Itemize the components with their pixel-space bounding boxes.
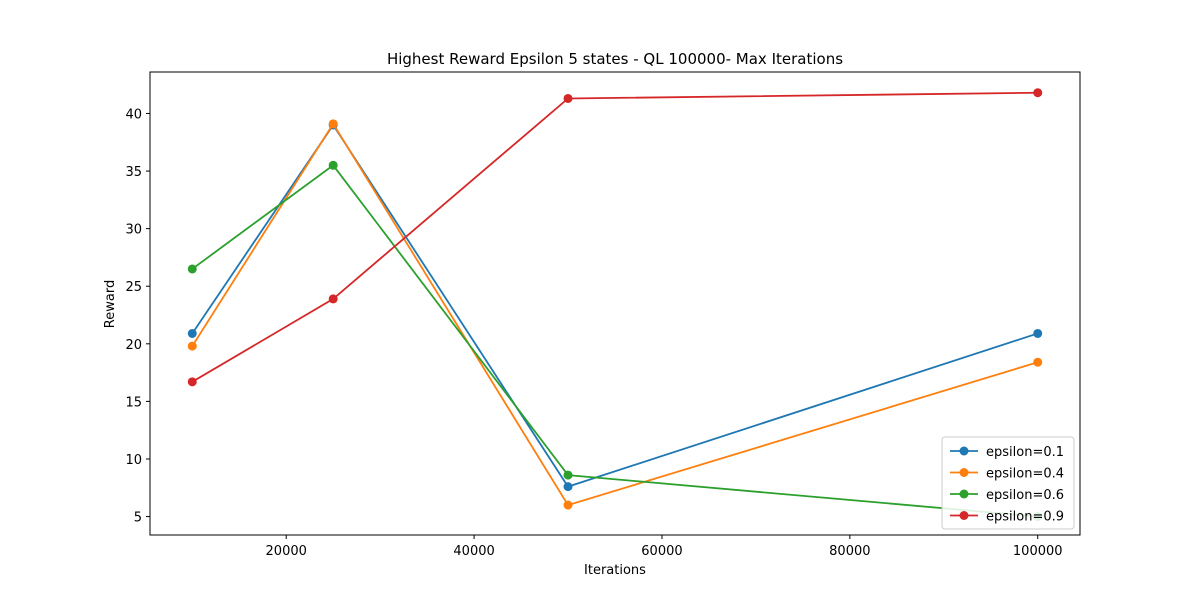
legend-marker	[959, 489, 969, 499]
x-tick-label: 100000	[1013, 544, 1063, 559]
y-tick-label: 25	[125, 280, 142, 295]
legend-marker	[959, 468, 969, 477]
y-tick-label: 40	[125, 107, 142, 122]
data-point	[187, 341, 197, 351]
x-axis-label: Iterations	[584, 563, 646, 578]
x-tick-label: 60000	[641, 544, 682, 559]
series-line	[191, 122, 1038, 507]
data-point	[563, 470, 573, 480]
plot-area	[187, 88, 1043, 522]
x-tick-label: 80000	[829, 544, 870, 559]
y-axis: 5 10 15 20 25 30 35 40	[125, 107, 150, 526]
y-tick-label: 15	[125, 395, 142, 410]
legend-marker	[959, 446, 969, 456]
data-point	[563, 482, 573, 492]
legend-label: epsilon=0.1	[986, 445, 1064, 460]
data-point	[328, 160, 338, 170]
x-tick-label: 20000	[266, 544, 307, 559]
legend-box	[941, 436, 1075, 530]
data-point	[563, 500, 573, 510]
series-line	[191, 123, 1039, 488]
y-axis-label: Reward	[103, 280, 118, 328]
data-point	[187, 377, 197, 387]
legend-label: epsilon=0.9	[986, 510, 1064, 525]
series-line	[191, 91, 1038, 383]
legend: epsilon=0.1 epsilon=0.4 epsilon=0.6 epsilon…	[941, 436, 1075, 530]
data-point	[328, 294, 338, 304]
data-point	[1033, 357, 1043, 367]
chart-title: Highest Reward Epsilon 5 states - QL 100…	[387, 50, 843, 68]
x-tick-label: 40000	[453, 544, 494, 559]
data-point	[1033, 88, 1043, 98]
data-point	[1033, 328, 1043, 338]
y-tick-label: 10	[125, 453, 142, 468]
y-tick-label: 20	[125, 338, 142, 353]
legend-label: epsilon=0.6	[986, 488, 1064, 503]
axes-frame	[149, 71, 1081, 536]
data-point	[187, 328, 197, 338]
legend-label: epsilon=0.4	[986, 467, 1064, 482]
data-point	[563, 93, 573, 103]
y-tick-label: 35	[125, 165, 142, 180]
data-point	[328, 119, 338, 129]
data-point	[187, 264, 197, 274]
y-tick-label: 5	[134, 511, 142, 526]
x-axis: 20000 40000 60000 80000 100000	[266, 535, 1063, 559]
legend-marker	[959, 511, 969, 520]
series-line	[191, 164, 1038, 518]
y-tick-label: 30	[125, 223, 142, 238]
